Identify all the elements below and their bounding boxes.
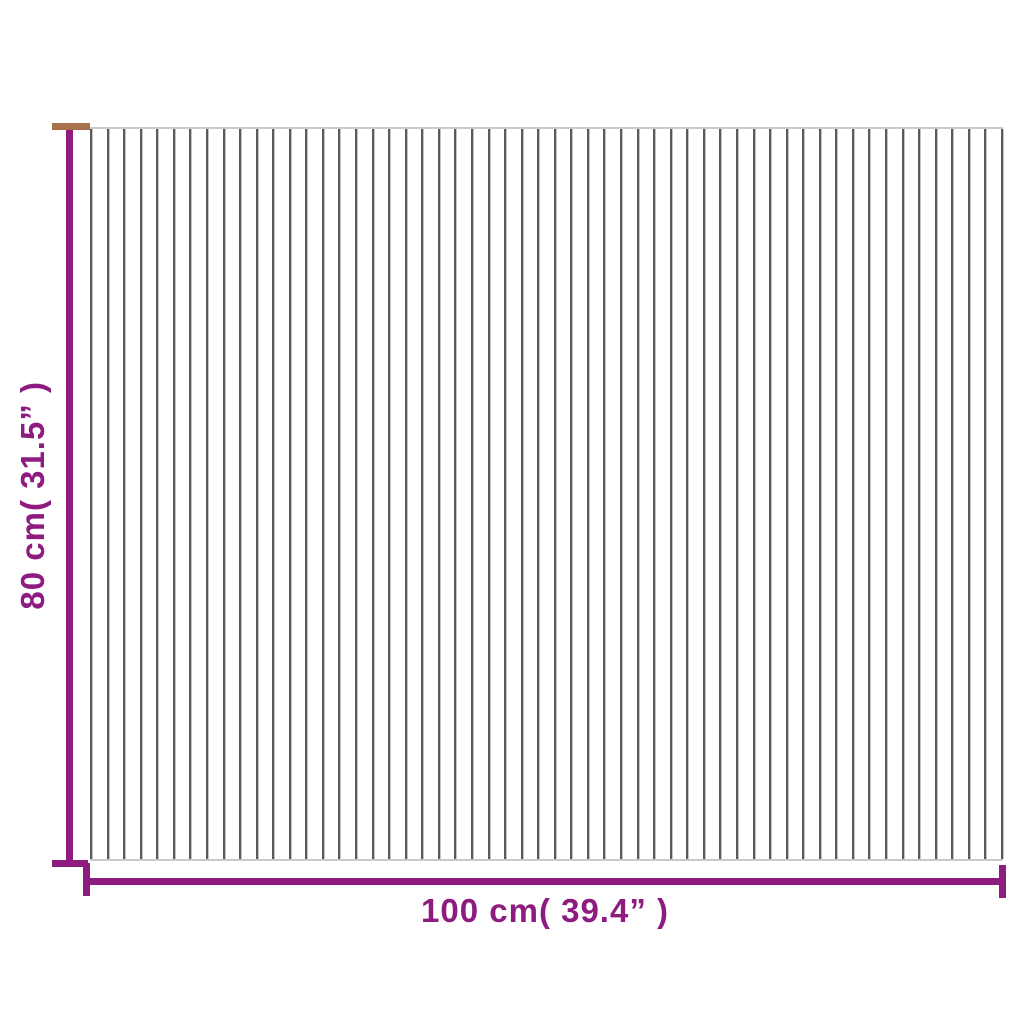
height-label-container: 80 cm( 31.5” ) bbox=[2, 127, 64, 863]
mat-stripe bbox=[553, 129, 556, 859]
mat-stripe bbox=[967, 129, 970, 859]
mat-stripe bbox=[868, 129, 871, 859]
mat-stripe bbox=[636, 129, 639, 859]
width-dimension-right-cap bbox=[999, 865, 1006, 898]
mat-stripe bbox=[802, 129, 805, 859]
mat-stripe bbox=[669, 129, 672, 859]
mat-stripe bbox=[288, 129, 291, 859]
mat-stripe bbox=[851, 129, 854, 859]
mat-stripe bbox=[90, 129, 92, 859]
mat-stripe bbox=[934, 129, 937, 859]
mat-stripe bbox=[106, 129, 109, 859]
mat-stripe bbox=[835, 129, 838, 859]
mat-stripe bbox=[156, 129, 159, 859]
mat-stripe bbox=[586, 129, 589, 859]
mat-stripe bbox=[123, 129, 126, 859]
mat-stripe bbox=[388, 129, 391, 859]
height-dimension-top-cap bbox=[52, 123, 90, 130]
mat-stripe bbox=[603, 129, 606, 859]
mat-stripe bbox=[702, 129, 705, 859]
mat-stripe bbox=[454, 129, 457, 859]
mat-stripe bbox=[537, 129, 540, 859]
striped-mat-image bbox=[90, 127, 1003, 861]
mat-stripe bbox=[321, 129, 324, 859]
mat-stripe bbox=[239, 129, 242, 859]
height-label: 80 cm( 31.5” ) bbox=[14, 380, 51, 610]
mat-stripe bbox=[338, 129, 341, 859]
mat-stripe bbox=[520, 129, 523, 859]
mat-stripe bbox=[504, 129, 507, 859]
height-dimension-line bbox=[66, 125, 73, 866]
mat-stripe bbox=[222, 129, 225, 859]
mat-stripe bbox=[305, 129, 308, 859]
mat-stripe bbox=[355, 129, 358, 859]
mat-stripe bbox=[885, 129, 888, 859]
width-dimension-line bbox=[84, 878, 1006, 885]
mat-stripe bbox=[719, 129, 722, 859]
mat-stripe bbox=[205, 129, 208, 859]
mat-stripe bbox=[1001, 129, 1003, 859]
mat-stripe bbox=[752, 129, 755, 859]
mat-stripe bbox=[421, 129, 424, 859]
mat-stripe bbox=[653, 129, 656, 859]
mat-stripe bbox=[189, 129, 192, 859]
mat-stripe bbox=[470, 129, 473, 859]
mat-stripe bbox=[437, 129, 440, 859]
mat-stripe bbox=[785, 129, 788, 859]
mat-stripe bbox=[951, 129, 954, 859]
mat-stripe bbox=[818, 129, 821, 859]
mat-stripe bbox=[984, 129, 987, 859]
width-label: 100 cm( 39.4” ) bbox=[421, 892, 669, 929]
mat-stripe bbox=[570, 129, 573, 859]
mat-stripe bbox=[735, 129, 738, 859]
mat-stripe bbox=[901, 129, 904, 859]
mat-stripe bbox=[371, 129, 374, 859]
mat-stripe bbox=[620, 129, 623, 859]
mat-stripe bbox=[918, 129, 921, 859]
width-dimension-left-cap bbox=[83, 863, 90, 896]
mat-stripe bbox=[139, 129, 142, 859]
mat-stripe bbox=[172, 129, 175, 859]
mat-stripe bbox=[255, 129, 258, 859]
mat-stripe bbox=[487, 129, 490, 859]
mat-stripe bbox=[272, 129, 275, 859]
mat-stripes bbox=[90, 129, 1003, 859]
mat-stripe bbox=[404, 129, 407, 859]
mat-stripe bbox=[686, 129, 689, 859]
height-dimension-bottom-cap bbox=[52, 860, 88, 867]
mat-stripe bbox=[769, 129, 772, 859]
